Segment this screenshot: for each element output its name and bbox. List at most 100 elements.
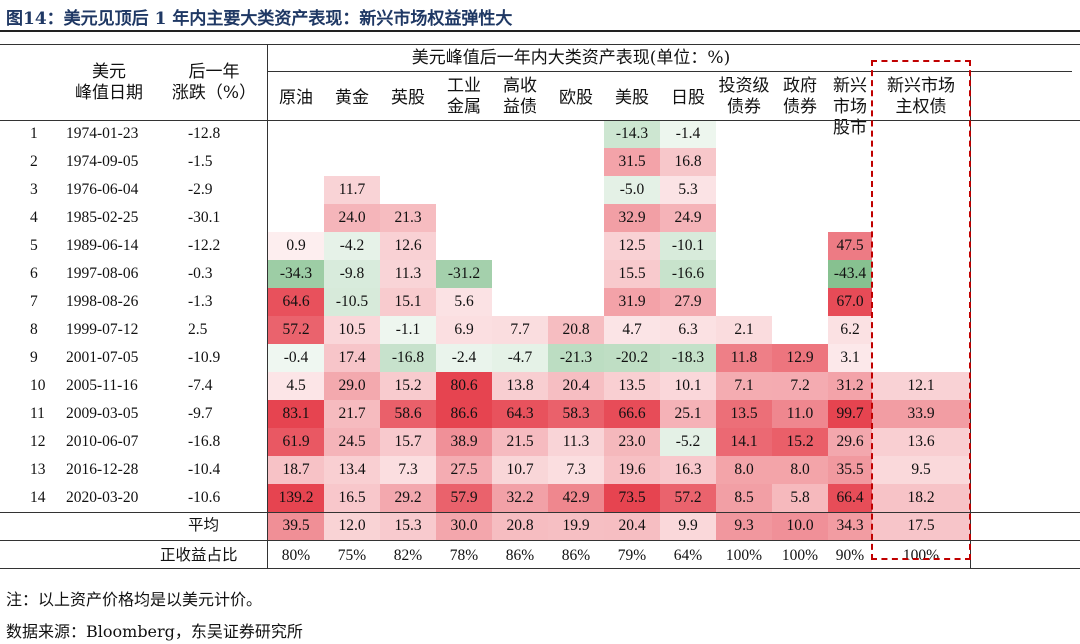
table-cell: -20.2: [604, 344, 660, 372]
positive-share-cell: 64%: [673, 547, 703, 564]
table-cell: 11.8: [716, 344, 772, 372]
table-cell: -18.3: [660, 344, 716, 372]
asset-header: 黄金: [335, 88, 369, 108]
table-cell: -1.4: [660, 120, 716, 148]
change-header: 后一年 涨跌（%）: [171, 62, 257, 103]
table-cell: 6.3: [660, 316, 716, 344]
table-cell: [548, 288, 604, 316]
table-cell: 67.0: [828, 288, 872, 316]
table-cell: 64.6: [268, 288, 324, 316]
table-cell: 13.5: [604, 372, 660, 400]
table-cell: [828, 120, 872, 148]
table-cell: 24.5: [324, 428, 380, 456]
positive-share-cell: 80%: [281, 547, 311, 564]
average-cell: 30.0: [436, 512, 492, 540]
table-cell: 57.2: [268, 316, 324, 344]
table-cell: 5.8: [772, 484, 828, 512]
table-cell: -43.4: [828, 260, 872, 288]
table-cell: -16.8: [380, 344, 436, 372]
table-cell: 8.5: [716, 484, 772, 512]
left-divider: [267, 44, 268, 568]
usd-change: -1.5: [188, 153, 213, 170]
usd-change: -12.2: [188, 237, 221, 254]
table-cell: -10.1: [660, 232, 716, 260]
table-cell: [772, 232, 828, 260]
average-cell: 19.9: [548, 512, 604, 540]
header-bottom-line: [0, 120, 1080, 121]
table-cell: 47.5: [828, 232, 872, 260]
positive-share-cell: 86%: [561, 547, 591, 564]
table-cell: -10.5: [324, 288, 380, 316]
table-cell: [436, 176, 492, 204]
table-cell: 11.0: [772, 400, 828, 428]
peak-date: 2001-07-05: [66, 349, 139, 366]
table-cell: -16.6: [660, 260, 716, 288]
positive-share-cell: 100%: [781, 547, 819, 564]
table-cell: 13.8: [492, 372, 548, 400]
table-cell: 8.0: [772, 456, 828, 484]
table-cell: 12.1: [872, 372, 970, 400]
table-cell: [828, 176, 872, 204]
row-number: 11: [30, 405, 45, 422]
table-cell: [436, 148, 492, 176]
table-cell: 18.7: [268, 456, 324, 484]
average-cell: 34.3: [828, 512, 872, 540]
asset-header: 英股: [391, 88, 425, 108]
average-cell: 20.4: [604, 512, 660, 540]
table-cell: 57.2: [660, 484, 716, 512]
figure-title: 图14：美元见顶后 1 年内主要大类资产表现：新兴市场权益弹性大: [6, 9, 513, 29]
peak-date: 1998-08-26: [66, 293, 139, 310]
peak-date: 2010-06-07: [66, 433, 139, 450]
table-cell: [436, 120, 492, 148]
row-number: 4: [30, 209, 38, 226]
table-cell: [772, 316, 828, 344]
table-cell: 11.3: [380, 260, 436, 288]
table-cell: 66.6: [604, 400, 660, 428]
table-cell: 9.5: [872, 456, 970, 484]
table-cell: 15.2: [772, 428, 828, 456]
usd-change: -10.6: [188, 489, 221, 506]
table-cell: 16.8: [660, 148, 716, 176]
table-cell: [772, 176, 828, 204]
table-cell: 2.1: [716, 316, 772, 344]
peak-date: 2020-03-20: [66, 489, 139, 506]
table-cell: [716, 176, 772, 204]
usd-change: -12.8: [188, 125, 221, 142]
average-cell: 39.5: [268, 512, 324, 540]
table-cell: [548, 204, 604, 232]
table-cell: 31.5: [604, 148, 660, 176]
table-cell: [828, 148, 872, 176]
table-cell: 64.3: [492, 400, 548, 428]
peak-date-header: 美元 峰值日期: [75, 62, 143, 103]
peak-date: 2016-12-28: [66, 461, 139, 478]
table-cell: 7.7: [492, 316, 548, 344]
table-cell: 38.9: [436, 428, 492, 456]
table-cell: 7.3: [548, 456, 604, 484]
table-cell: [380, 120, 436, 148]
table-cell: -4.7: [492, 344, 548, 372]
table-cell: [548, 232, 604, 260]
table-cell: [828, 204, 872, 232]
table-cell: [492, 260, 548, 288]
table-cell: 12.6: [380, 232, 436, 260]
positive-share-cell: 78%: [449, 547, 479, 564]
usd-change: -9.7: [188, 405, 213, 422]
row-number: 6: [30, 265, 38, 282]
average-label: 平均: [188, 517, 220, 534]
table-bottom-line: [0, 568, 1080, 569]
positive-share-cell: 79%: [617, 547, 647, 564]
asset-header: 高收 益债: [503, 76, 537, 117]
table-cell: [324, 148, 380, 176]
table-cell: 61.9: [268, 428, 324, 456]
table-cell: 13.5: [716, 400, 772, 428]
average-cell: 12.0: [324, 512, 380, 540]
table-cell: 20.4: [548, 372, 604, 400]
asset-header: 美股: [615, 88, 649, 108]
table-cell: [716, 120, 772, 148]
peak-date: 1974-01-23: [66, 125, 139, 142]
table-cell: [716, 148, 772, 176]
table-cell: 29.2: [380, 484, 436, 512]
positive-share-cell: 86%: [505, 547, 535, 564]
table-cell: 139.2: [268, 484, 324, 512]
average-cell: 10.0: [772, 512, 828, 540]
